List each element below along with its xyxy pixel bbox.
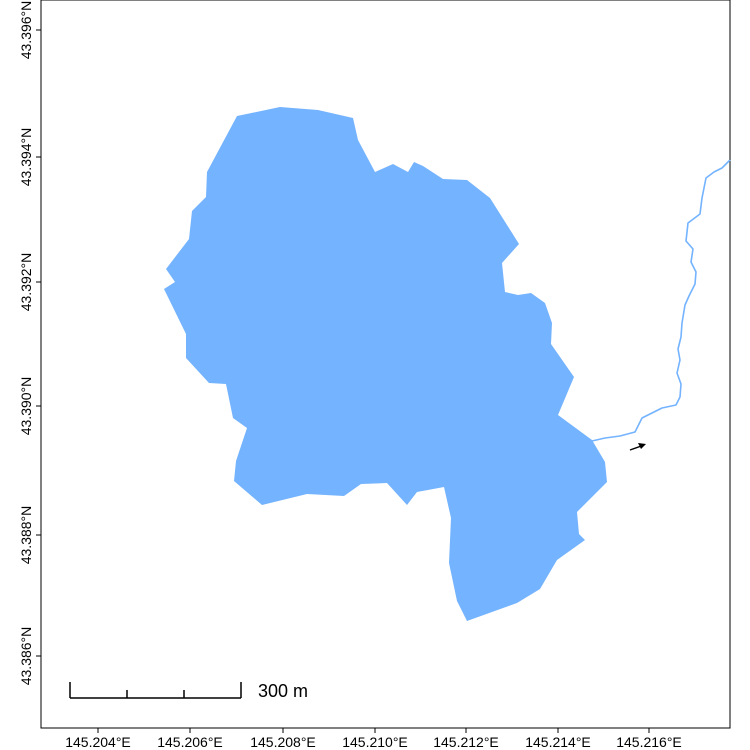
y-tick-label: 43.386°N xyxy=(18,627,34,686)
y-tick-label: 43.390°N xyxy=(18,377,34,436)
x-tick-label: 145.210°E xyxy=(342,734,408,750)
x-tick-label: 145.214°E xyxy=(525,734,591,750)
scale-bar-label: 300 m xyxy=(258,681,308,701)
x-axis: 145.204°E 145.206°E 145.208°E 145.210°E … xyxy=(65,728,682,750)
y-tick-label: 43.392°N xyxy=(18,253,34,312)
x-tick-label: 145.208°E xyxy=(250,734,316,750)
river-line xyxy=(591,159,731,442)
x-tick-label: 145.204°E xyxy=(65,734,131,750)
x-tick-label: 145.212°E xyxy=(433,734,499,750)
scale-bar: 300 m xyxy=(69,681,308,701)
y-tick-label: 43.394°N xyxy=(18,128,34,187)
flow-arrow xyxy=(629,443,646,451)
lake-polygon xyxy=(164,107,607,621)
x-tick-label: 145.216°E xyxy=(616,734,682,750)
y-axis: 43.386°N 43.388°N 43.390°N 43.392°N 43.3… xyxy=(18,1,41,686)
y-tick-label: 43.388°N xyxy=(18,506,34,565)
y-tick-label: 43.396°N xyxy=(18,1,34,60)
x-tick-label: 145.206°E xyxy=(157,734,223,750)
